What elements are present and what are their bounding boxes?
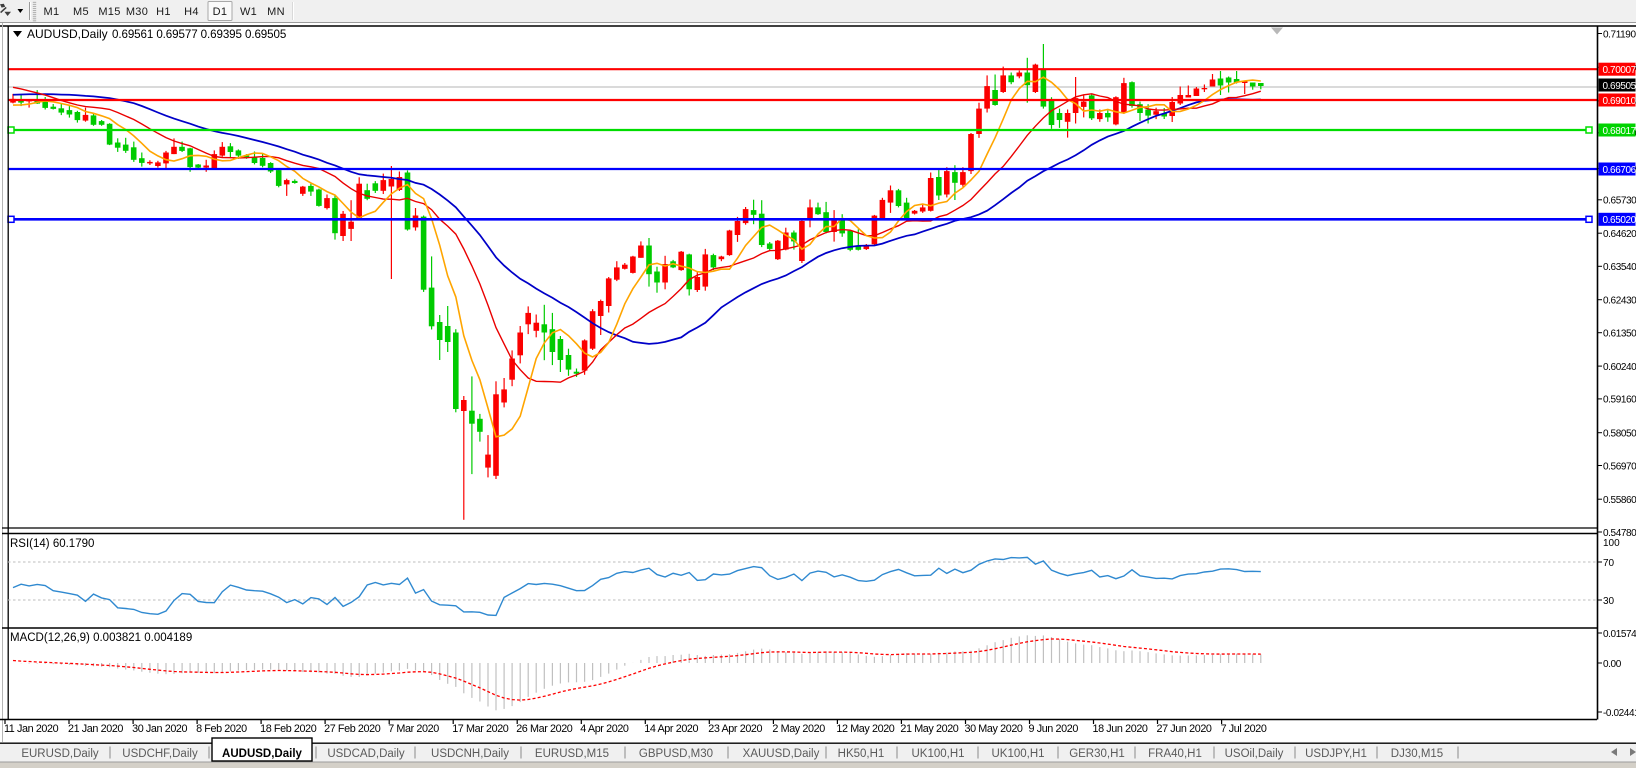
svg-text:23 Apr 2020: 23 Apr 2020 [708, 723, 762, 735]
svg-text:AUDUSD,Daily: AUDUSD,Daily [27, 27, 108, 41]
svg-text:0.68017: 0.68017 [1603, 126, 1636, 137]
svg-text:14 Apr 2020: 14 Apr 2020 [644, 723, 698, 735]
svg-text:USDJPY,H1: USDJPY,H1 [1305, 748, 1367, 760]
svg-text:EURUSD,M15: EURUSD,M15 [535, 748, 609, 760]
svg-text:27 Feb 2020: 27 Feb 2020 [324, 723, 381, 735]
svg-text:26 Mar 2020: 26 Mar 2020 [516, 723, 573, 735]
svg-text:0.64620: 0.64620 [1603, 229, 1636, 240]
svg-text:D1: D1 [213, 6, 228, 18]
svg-text:W1: W1 [240, 6, 257, 18]
svg-text:MN: MN [267, 6, 285, 18]
svg-text:M15: M15 [98, 6, 120, 18]
svg-text:0.62430: 0.62430 [1603, 296, 1636, 307]
svg-text:0.54780: 0.54780 [1603, 528, 1636, 539]
svg-text:30 May 2020: 30 May 2020 [965, 723, 1023, 735]
svg-text:RSI(14) 60.1790: RSI(14) 60.1790 [10, 538, 94, 550]
svg-text:0.70007: 0.70007 [1603, 65, 1636, 76]
svg-text:0.58050: 0.58050 [1603, 429, 1636, 440]
svg-text:18 Feb 2020: 18 Feb 2020 [260, 723, 317, 735]
svg-text:FRA40,H1: FRA40,H1 [1148, 748, 1202, 760]
svg-text:H4: H4 [184, 6, 199, 18]
svg-text:GBPUSD,M30: GBPUSD,M30 [639, 748, 713, 760]
svg-text:9 Jun 2020: 9 Jun 2020 [1029, 723, 1079, 735]
svg-text:70: 70 [1603, 558, 1615, 569]
svg-text:0.01574: 0.01574 [1603, 629, 1636, 640]
svg-text:DJ30,M15: DJ30,M15 [1391, 748, 1443, 760]
svg-text:4 Apr 2020: 4 Apr 2020 [580, 723, 629, 735]
svg-text:18 Jun 2020: 18 Jun 2020 [1093, 723, 1148, 735]
svg-text:M30: M30 [126, 6, 148, 18]
svg-text:UK100,H1: UK100,H1 [991, 748, 1044, 760]
svg-text:UK100,H1: UK100,H1 [911, 748, 964, 760]
svg-text:21 May 2020: 21 May 2020 [900, 723, 958, 735]
svg-text:0.60240: 0.60240 [1603, 362, 1636, 373]
svg-text:7 Mar 2020: 7 Mar 2020 [388, 723, 439, 735]
svg-text:0.59160: 0.59160 [1603, 395, 1636, 406]
svg-text:30: 30 [1603, 596, 1615, 607]
svg-text:0.69505: 0.69505 [1603, 81, 1636, 92]
svg-text:H1: H1 [156, 6, 171, 18]
svg-text:GER30,H1: GER30,H1 [1069, 748, 1125, 760]
svg-text:11 Jan 2020: 11 Jan 2020 [4, 723, 59, 735]
svg-text:7 Jul 2020: 7 Jul 2020 [1221, 723, 1267, 735]
svg-text:27 Jun 2020: 27 Jun 2020 [1157, 723, 1212, 735]
svg-text:0.71190: 0.71190 [1603, 29, 1636, 40]
svg-text:0.55860: 0.55860 [1603, 495, 1636, 506]
svg-text:USDCNH,Daily: USDCNH,Daily [431, 748, 509, 760]
svg-text:USOil,Daily: USOil,Daily [1225, 748, 1284, 760]
svg-text:AUDUSD,Daily: AUDUSD,Daily [222, 748, 302, 760]
svg-text:0.69010: 0.69010 [1603, 96, 1636, 107]
svg-text:0.56970: 0.56970 [1603, 461, 1636, 472]
svg-text:0.61350: 0.61350 [1603, 329, 1636, 340]
svg-text:12 May 2020: 12 May 2020 [836, 723, 894, 735]
svg-text:21 Jan 2020: 21 Jan 2020 [68, 723, 123, 735]
svg-text:MACD(12,26,9) 0.003821 0.00418: MACD(12,26,9) 0.003821 0.004189 [10, 632, 192, 644]
svg-text:17 Mar 2020: 17 Mar 2020 [452, 723, 509, 735]
svg-text:0.66706: 0.66706 [1603, 165, 1636, 176]
svg-text:0.69561 0.69577 0.69395 0.6950: 0.69561 0.69577 0.69395 0.69505 [112, 28, 286, 41]
svg-text:2 May 2020: 2 May 2020 [772, 723, 825, 735]
svg-text:0.00: 0.00 [1603, 659, 1622, 670]
svg-text:-0.02441: -0.02441 [1603, 708, 1636, 719]
svg-text:0.65020: 0.65020 [1603, 215, 1636, 226]
svg-text:M1: M1 [44, 6, 60, 18]
svg-text:100: 100 [1603, 538, 1620, 549]
svg-text:USDCHF,Daily: USDCHF,Daily [122, 748, 198, 760]
svg-text:XAUUSD,Daily: XAUUSD,Daily [743, 748, 820, 760]
svg-text:USDCAD,Daily: USDCAD,Daily [327, 748, 405, 760]
svg-text:30 Jan 2020: 30 Jan 2020 [132, 723, 187, 735]
svg-text:M5: M5 [73, 6, 89, 18]
svg-text:8 Feb 2020: 8 Feb 2020 [196, 723, 247, 735]
svg-text:0.65730: 0.65730 [1603, 196, 1636, 207]
svg-text:0.63540: 0.63540 [1603, 262, 1636, 273]
svg-text:HK50,H1: HK50,H1 [838, 748, 885, 760]
svg-text:EURUSD,Daily: EURUSD,Daily [21, 748, 99, 760]
